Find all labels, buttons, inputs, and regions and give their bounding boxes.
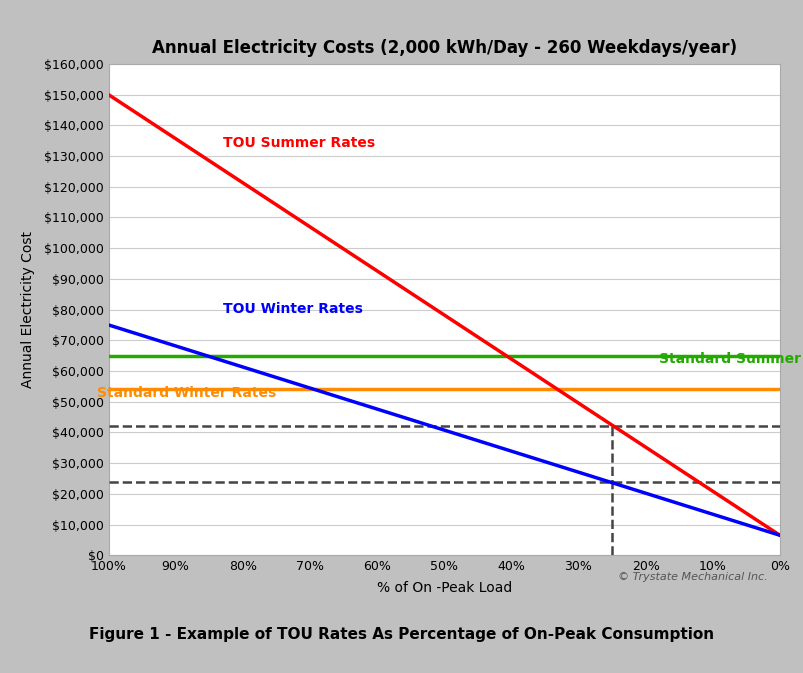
Text: © Trystate Mechanical Inc.: © Trystate Mechanical Inc.: [618, 572, 767, 582]
Y-axis label: Annual Electricity Cost: Annual Electricity Cost: [22, 231, 35, 388]
Title: Annual Electricity Costs (2,000 kWh/Day - 260 Weekdays/year): Annual Electricity Costs (2,000 kWh/Day …: [152, 39, 736, 57]
X-axis label: % of On -Peak Load: % of On -Peak Load: [376, 581, 512, 596]
Text: Standard Winter Rates: Standard Winter Rates: [97, 386, 276, 400]
Text: Figure 1 - Example of TOU Rates As Percentage of On-Peak Consumption: Figure 1 - Example of TOU Rates As Perce…: [89, 627, 714, 642]
Text: TOU Winter Rates: TOU Winter Rates: [222, 302, 362, 316]
Text: TOU Summer Rates: TOU Summer Rates: [222, 136, 374, 150]
Text: Standard Summer Rates: Standard Summer Rates: [658, 352, 803, 366]
